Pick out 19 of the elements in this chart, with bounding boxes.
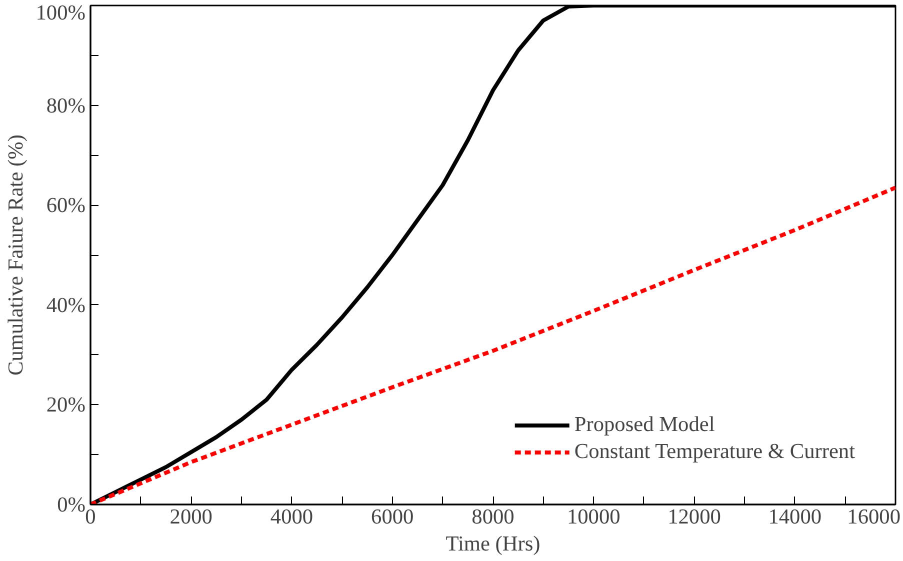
- x-tick-label: 2000: [170, 504, 212, 528]
- y-tick-label: 80%: [46, 93, 86, 118]
- x-tick-label: 4000: [270, 504, 314, 528]
- y-axis-title: Cumulative Faiure Rate (%): [4, 134, 28, 376]
- y-tick-label: 40%: [46, 292, 86, 317]
- x-tick-label: 8000: [472, 504, 514, 528]
- x-axis-title: Time (Hrs): [446, 532, 540, 556]
- legend-label: Constant Temperature & Current: [574, 439, 855, 464]
- x-tick-label: 6000: [371, 504, 414, 528]
- x-tick-label: 16000: [847, 504, 901, 528]
- x-tick-label: 10000: [566, 504, 620, 528]
- x-tick-label: 12000: [668, 504, 721, 528]
- x-tick-label: 0: [85, 504, 96, 528]
- y-tick-label: 0%: [57, 492, 86, 516]
- legend-label: Proposed Model: [574, 412, 715, 437]
- y-tick-label: 100%: [36, 0, 86, 24]
- y-tick-label: 60%: [46, 193, 86, 218]
- y-tick-label: 20%: [46, 392, 86, 417]
- x-tick-label: 14000: [768, 504, 822, 528]
